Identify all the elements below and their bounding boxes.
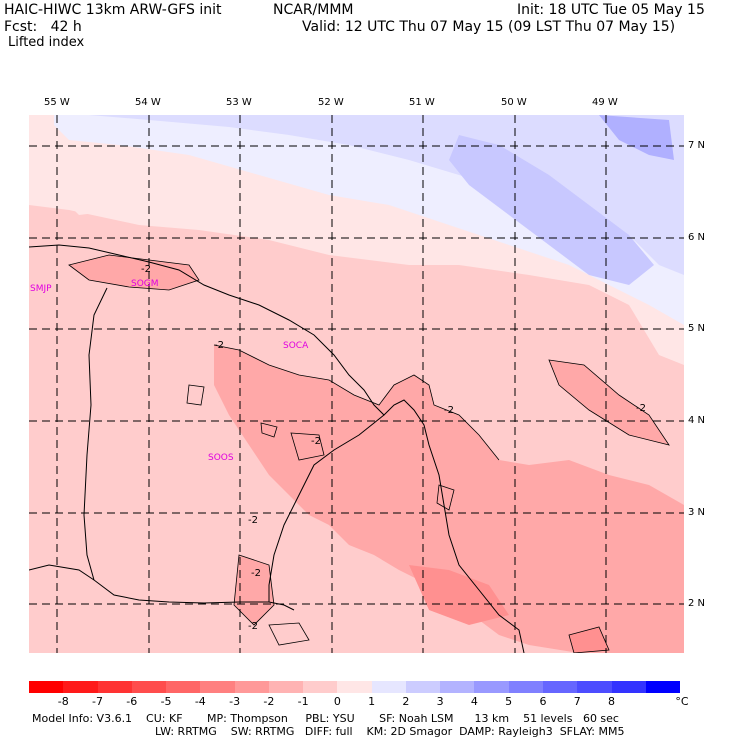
color-scale-label: 7 (573, 695, 581, 708)
color-scale-swatch (405, 681, 441, 693)
color-scale-label: 1 (368, 695, 376, 708)
lifted-index-region-minus2 (69, 255, 199, 290)
lon-label: 53 W (226, 97, 252, 108)
contour-label: -2 (636, 403, 646, 414)
unit-label: °C (675, 695, 689, 708)
contour-lines (68, 254, 670, 653)
lifted-index-map (29, 115, 684, 653)
lifted-index-region-minus3 (569, 627, 609, 653)
lon-label: 54 W (135, 97, 161, 108)
init-time: Init: 18 UTC Tue 05 May 15 (517, 2, 705, 18)
lifted-index-patch (59, 175, 149, 215)
model-info-line1: Model Info: V3.6.1 CU: KF MP: Thompson P… (32, 712, 619, 725)
color-scale-swatch (200, 681, 235, 693)
color-scale-label: -1 (297, 695, 309, 708)
contour-label: -2 (248, 621, 258, 632)
color-scale-swatch (474, 681, 509, 693)
color-scale-swatch (131, 681, 167, 693)
lon-label: 55 W (44, 97, 70, 108)
color-scale-label: -6 (126, 695, 138, 708)
color-scale-swatch (166, 681, 201, 693)
color-scale-swatch (508, 681, 543, 693)
contour-label: -2 (444, 405, 454, 416)
lifted-index-band-positive4 (599, 115, 674, 160)
lifted-index-region-minus2 (234, 555, 274, 625)
color-scale-label: 8 (607, 695, 615, 708)
color-scale-swatch (97, 681, 132, 693)
color-scale-swatch (337, 681, 372, 693)
color-scale-swatch (645, 681, 681, 693)
lon-label: 52 W (318, 97, 344, 108)
color-scale-swatch (268, 681, 304, 693)
contour-label: -2 (214, 340, 224, 351)
contour-label: -2 (311, 436, 321, 447)
color-scale-bar (29, 681, 681, 693)
graticule (29, 115, 684, 653)
color-scale-swatch (611, 681, 646, 693)
color-scale-swatch (440, 681, 475, 693)
lat-label: 6 N (688, 232, 706, 243)
color-scale-label: -8 (57, 695, 69, 708)
color-scale-label: 6 (539, 695, 547, 708)
color-scale-swatch (542, 681, 578, 693)
color-scale-label: -7 (92, 695, 103, 708)
color-scale-label: -4 (194, 695, 206, 708)
lat-label: 5 N (688, 323, 706, 334)
color-scale-swatch (29, 681, 64, 693)
station-label: SMJP (30, 284, 52, 294)
color-scale-label: 0 (333, 695, 341, 708)
station-label: SOOS (208, 453, 234, 463)
color-scale-swatch (303, 681, 338, 693)
field-name: Lifted index (8, 35, 85, 50)
model-title: HAIC-HIWC 13km ARW-GFS init (4, 2, 222, 18)
contour-label: -2 (141, 264, 151, 275)
station-label: SOGM (131, 279, 159, 289)
coastline (29, 244, 525, 653)
color-scale-label: -5 (160, 695, 172, 708)
lon-label: 50 W (501, 97, 527, 108)
lon-label: 49 W (592, 97, 618, 108)
org-label: NCAR/MMM (273, 2, 354, 18)
color-scale-swatch (371, 681, 406, 693)
valid-time: Valid: 12 UTC Thu 07 May 15 (09 LST Thu … (302, 19, 676, 35)
lat-label: 2 N (688, 598, 706, 609)
lat-label: 3 N (688, 507, 706, 518)
color-scale-label: -3 (229, 695, 241, 708)
color-scale-label: -2 (263, 695, 275, 708)
color-scale-label: 5 (505, 695, 513, 708)
color-scale-label: 4 (470, 695, 478, 708)
lifted-index-band-positive3 (449, 135, 654, 285)
color-scale-swatch (234, 681, 269, 693)
color-scale-label: 3 (436, 695, 444, 708)
color-scale-label: 2 (402, 695, 410, 708)
lat-label: 7 N (688, 140, 706, 151)
model-info-line2: LW: RRTMG SW: RRTMG DIFF: full KM: 2D Sm… (155, 725, 625, 738)
lon-label: 51 W (409, 97, 435, 108)
contour-label: -2 (248, 515, 258, 526)
lifted-index-band-positive2 (89, 115, 684, 275)
lifted-index-region-minus3 (409, 565, 509, 625)
color-scale-swatch (63, 681, 98, 693)
forecast-hour: Fcst: 42 h (4, 19, 82, 35)
lat-label: 4 N (688, 415, 706, 426)
color-scale-swatch (577, 681, 612, 693)
station-label: SOCA (283, 341, 309, 351)
lifted-index-region-minus2 (549, 360, 669, 445)
contour-label: -2 (251, 568, 261, 579)
